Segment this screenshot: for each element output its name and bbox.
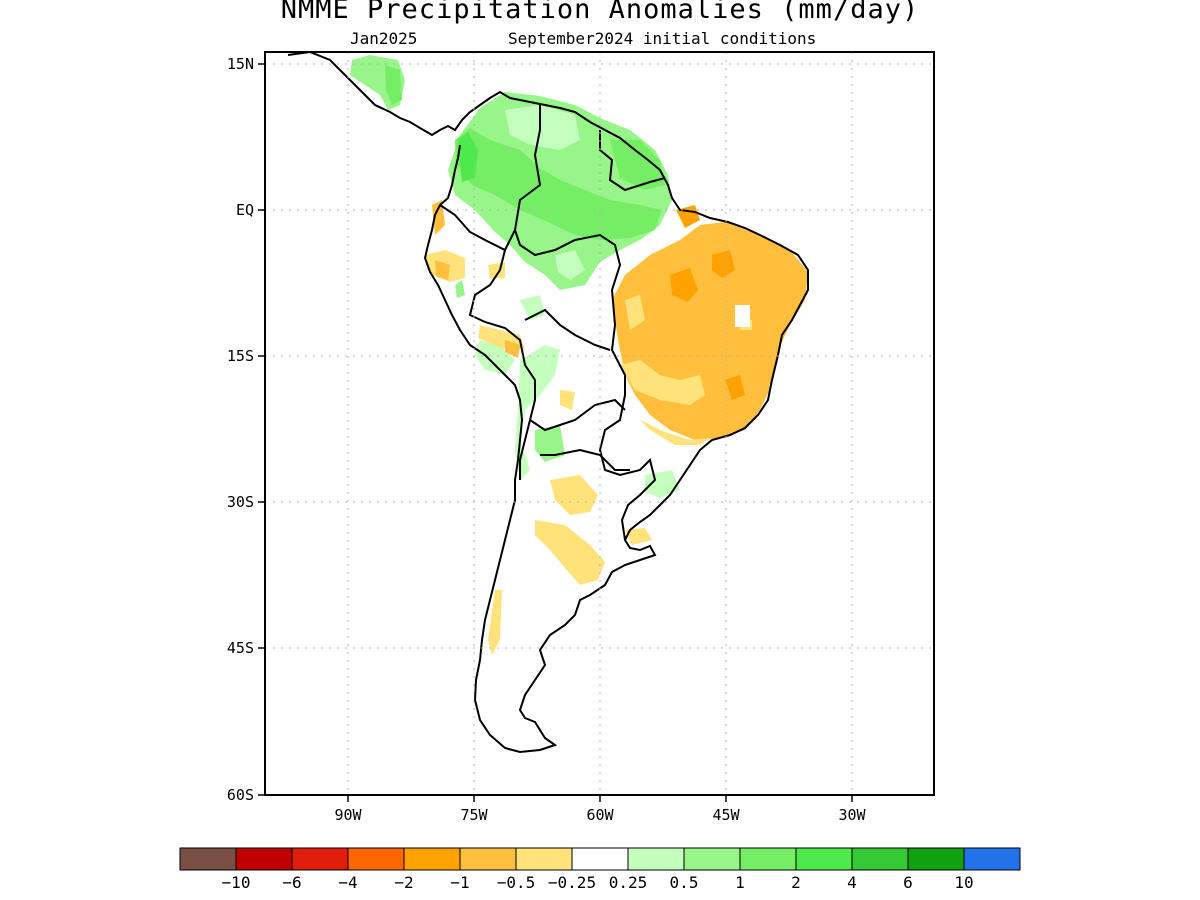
lon-label: 45W xyxy=(712,806,740,824)
colorbar-label: −0.25 xyxy=(548,873,596,892)
latitude-labels: 15N EQ 15S 30S 45S 60S xyxy=(227,55,254,804)
colorbar-swatch xyxy=(907,847,965,871)
colorbar-swatch xyxy=(627,847,685,871)
map-canvas xyxy=(265,52,934,795)
colorbar-label: −10 xyxy=(222,873,251,892)
lat-label: 30S xyxy=(227,493,254,511)
lat-label: 15N xyxy=(227,55,254,73)
colorbar-swatch xyxy=(347,847,405,871)
colorbar-swatch xyxy=(515,847,573,871)
colorbar-label: 0.25 xyxy=(609,873,648,892)
colorbar-swatch xyxy=(683,847,741,871)
colorbar-swatch xyxy=(235,847,293,871)
lat-label: 15S xyxy=(227,347,254,365)
colorbar-label: 6 xyxy=(903,873,913,892)
lat-label: 45S xyxy=(227,639,254,657)
lon-label: 30W xyxy=(838,806,866,824)
colorbar-label: −6 xyxy=(282,873,301,892)
colorbar-label: 4 xyxy=(847,873,857,892)
colorbar-swatch xyxy=(179,847,237,871)
lon-label: 90W xyxy=(334,806,362,824)
target-month: Jan2025 xyxy=(350,29,418,48)
colorbar-swatch xyxy=(739,847,797,871)
colorbar-swatch xyxy=(851,847,909,871)
colorbar-label: −0.5 xyxy=(497,873,536,892)
colorbar-swatch xyxy=(963,847,1021,871)
colorbar-swatch xyxy=(795,847,853,871)
colorbar: −10 −6 −4 −2 −1 −0.5 −0.25 0.25 0.5 1 2 4 6 10 xyxy=(179,847,1021,892)
lon-label: 75W xyxy=(460,806,488,824)
initial-conditions: September2024 initial conditions xyxy=(508,29,817,48)
lat-label: 60S xyxy=(227,786,254,804)
colorbar-label: 10 xyxy=(954,873,973,892)
colorbar-swatch xyxy=(459,847,517,871)
colorbar-label: −1 xyxy=(450,873,469,892)
map-title: NMME Precipitation Anomalies (mm/day) xyxy=(280,0,920,25)
longitude-labels: 90W 75W 60W 45W 30W xyxy=(334,806,866,824)
colorbar-label: 1 xyxy=(735,873,745,892)
lon-label: 60W xyxy=(586,806,614,824)
lat-label: EQ xyxy=(236,201,254,219)
colorbar-label: 2 xyxy=(791,873,801,892)
colorbar-swatch xyxy=(403,847,461,871)
colorbar-swatch xyxy=(291,847,349,871)
colorbar-label: −2 xyxy=(394,873,413,892)
colorbar-label: −4 xyxy=(338,873,357,892)
axis-ticks xyxy=(258,63,853,802)
colorbar-label: 0.5 xyxy=(670,873,699,892)
colorbar-swatch xyxy=(571,847,629,871)
